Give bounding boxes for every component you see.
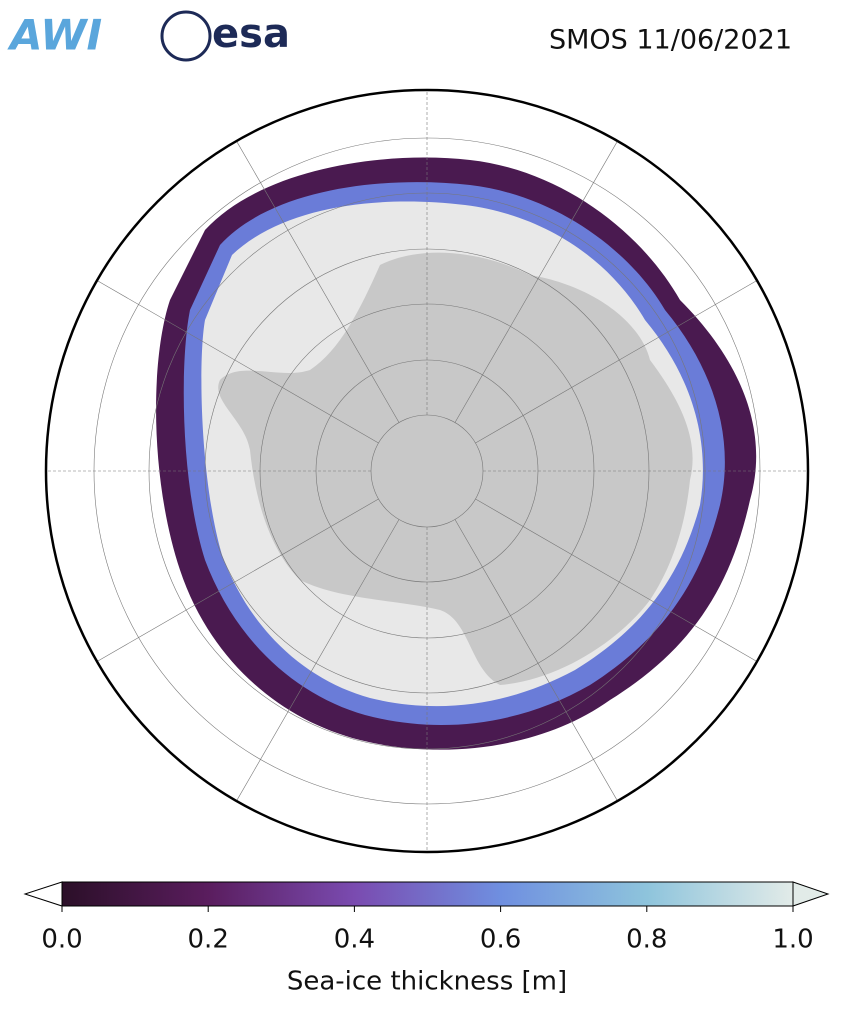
meridian	[475, 280, 758, 444]
esa-emblem	[160, 10, 212, 62]
meridian	[454, 140, 618, 423]
meridian	[96, 280, 379, 444]
colorbar: 0.0 0.2 0.4 0.6 0.8 1.0 Sea-ice thickness [m]	[23, 881, 830, 997]
colorbar-bar	[61, 881, 794, 907]
logos: AWI esa	[7, 10, 290, 62]
colorbar-tick-label: 0.2	[188, 925, 229, 955]
meridian	[96, 498, 379, 662]
graticule	[46, 90, 808, 852]
colorbar-tick-label: 1.0	[772, 925, 813, 955]
colorbar-tick-label: 0.6	[480, 925, 521, 955]
awi-logo: AWI	[7, 11, 102, 60]
colorbar-tick-label: 0.4	[334, 925, 375, 955]
colorbar-extend-low	[23, 881, 63, 907]
meridian	[454, 519, 618, 802]
esa-logo: esa	[212, 11, 290, 57]
meridian	[236, 519, 400, 802]
title: SMOS 11/06/2021	[549, 25, 792, 56]
colorbar-label: Sea-ice thickness [m]	[287, 967, 567, 997]
colorbar-tick-label: 0.8	[626, 925, 667, 955]
colorbar-tick-label: 0.0	[41, 925, 82, 955]
map-border	[44, 88, 810, 854]
meridian	[236, 140, 400, 423]
antarctica	[218, 252, 693, 685]
colorbar-ticks: 0.0 0.2 0.4 0.6 0.8 1.0	[41, 906, 814, 955]
map	[46, 90, 808, 852]
colorbar-extend-high	[792, 881, 830, 907]
meridian	[475, 498, 758, 662]
